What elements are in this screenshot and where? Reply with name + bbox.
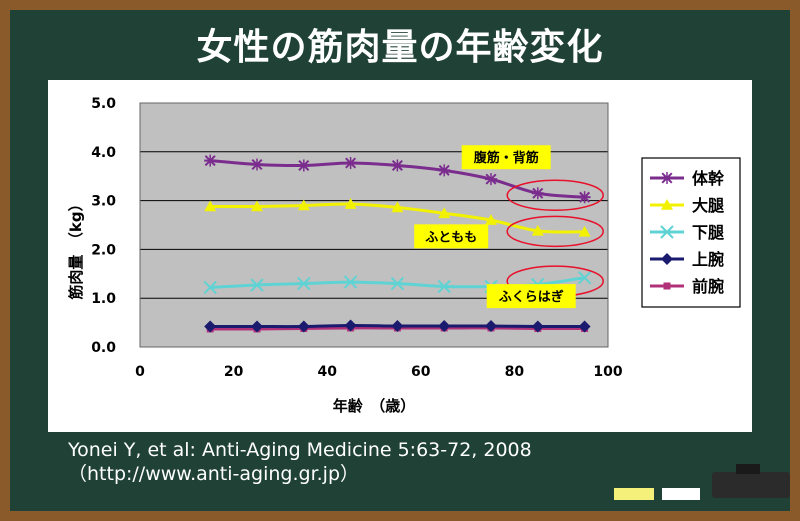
data-point: [485, 173, 497, 186]
yellow-chalk: [614, 488, 654, 500]
data-point: [578, 225, 591, 237]
data-point: [251, 158, 263, 171]
chart-panel: 0.0 1.0 2.0 3.0 4.0 5.0 0 20 40 60 80 100 年齢 （歳） 筋肉量 …: [48, 80, 752, 432]
data-point: [297, 199, 310, 211]
svg-text:前腕: 前腕: [692, 277, 724, 296]
series-大腿: [204, 198, 591, 237]
svg-text:腹筋・背筋: 腹筋・背筋: [474, 150, 539, 166]
data-point: [531, 320, 544, 333]
annotation-label: ふともも: [414, 224, 489, 249]
data-point: [390, 276, 405, 291]
data-point: [437, 279, 451, 294]
svg-text:ふともも: ふともも: [425, 230, 477, 245]
y-tick-label: 2.0: [91, 242, 116, 258]
highlight-ellipse: [506, 179, 604, 211]
data-point: [297, 159, 310, 172]
annotation-label: 腹筋・背筋: [461, 145, 551, 170]
data-point: [297, 320, 310, 333]
y-tick-label: 4.0: [91, 145, 116, 161]
data-point: [438, 320, 451, 333]
data-point: [203, 280, 217, 295]
data-point: [578, 191, 591, 204]
data-point: [297, 276, 311, 291]
series-上腕: [204, 319, 591, 333]
highlight-ellipse: [506, 215, 604, 248]
data-point: [204, 154, 217, 167]
data-point: [344, 198, 357, 209]
muscle-mass-chart: 0.0 1.0 2.0 3.0 4.0 5.0 0 20 40 60 80 100 年齢 （歳） 筋肉量 …: [67, 96, 741, 415]
data-point: [250, 278, 264, 292]
legend-item: 下腿: [650, 223, 724, 242]
eraser: [712, 464, 790, 498]
citation: Yonei Y, et al: Anti-Aging Medicine 5:63…: [68, 438, 532, 486]
citation-url: （http://www.anti-aging.gr.jp）: [68, 463, 360, 485]
x-tick-label: 40: [317, 364, 337, 380]
y-axis-label: 筋肉量 （kg）: [67, 196, 85, 300]
data-point: [391, 320, 404, 333]
svg-text:体幹: 体幹: [692, 169, 725, 188]
y-tick-label: 3.0: [91, 194, 116, 210]
white-chalk: [662, 488, 700, 500]
legend-item: 上腕: [650, 250, 724, 269]
data-point: [391, 201, 404, 213]
x-tick-label: 100: [593, 364, 622, 380]
data-point: [391, 159, 404, 172]
data-point: [531, 187, 544, 200]
data-point: [531, 224, 544, 236]
data-point: [485, 320, 497, 333]
legend-item: 大腿: [650, 196, 724, 215]
svg-text:ふくらはぎ: ふくらはぎ: [499, 289, 564, 305]
data-point: [343, 275, 358, 289]
data-point: [485, 214, 497, 225]
svg-text:大腿: 大腿: [692, 196, 724, 215]
annotation-label: ふくらはぎ: [486, 284, 576, 309]
x-axis-label: 年齢 （歳）: [333, 397, 416, 415]
x-tick-label: 0: [135, 364, 145, 380]
data-point: [251, 200, 263, 212]
x-tick-label: 80: [505, 364, 525, 380]
x-tick-label: 20: [224, 364, 244, 380]
series-体幹: [204, 154, 591, 204]
legend-item: 前腕: [650, 277, 724, 296]
legend-item: 体幹: [650, 169, 725, 188]
data-point: [204, 200, 217, 212]
data-point: [438, 207, 451, 219]
data-point: [251, 320, 263, 333]
citation-reference: Yonei Y, et al: Anti-Aging Medicine 5:63…: [68, 439, 532, 461]
series-lines: [203, 154, 592, 333]
data-point: [204, 320, 217, 333]
data-point: [438, 164, 451, 177]
y-tick-label: 1.0: [91, 291, 116, 307]
data-point: [344, 319, 357, 332]
data-point: [577, 270, 592, 285]
y-tick-label: 0.0: [91, 340, 116, 356]
y-tick-label: 5.0: [91, 96, 116, 112]
svg-text:上腕: 上腕: [692, 250, 724, 269]
page-title: 女性の筋肉量の年齢変化: [196, 27, 604, 68]
data-point: [344, 157, 357, 170]
data-point: [578, 320, 591, 333]
svg-text:下腿: 下腿: [692, 223, 724, 242]
plot-border: [139, 102, 609, 348]
x-tick-label: 60: [411, 364, 431, 380]
